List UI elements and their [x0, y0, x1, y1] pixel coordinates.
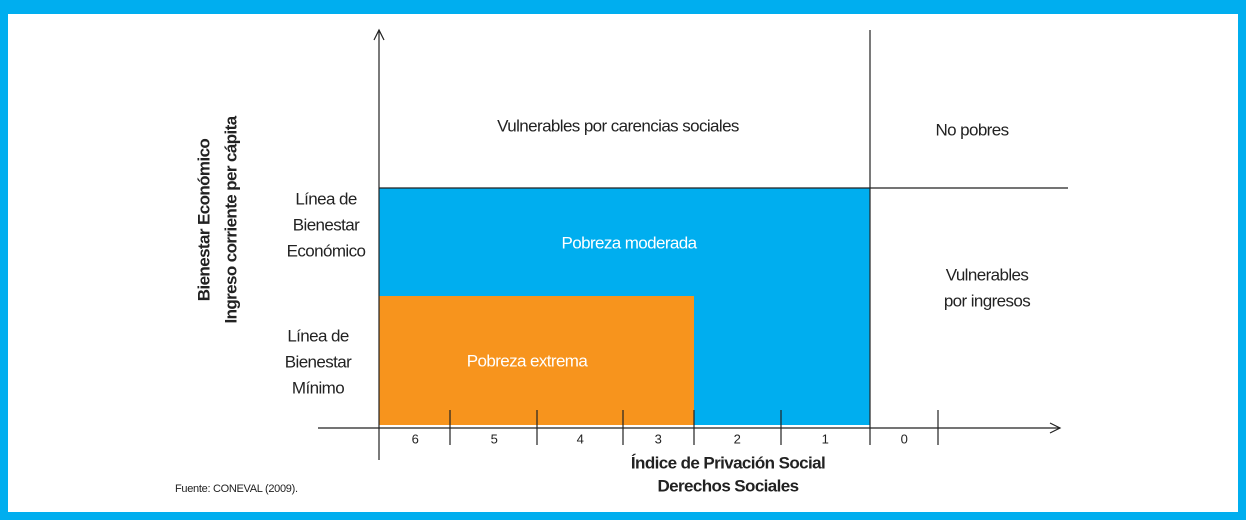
region-label: No pobres — [935, 120, 1008, 139]
x-tick-label: 5 — [491, 431, 498, 446]
line-label: Línea de — [295, 189, 357, 208]
x-tick-label: 4 — [577, 431, 584, 446]
x-tick-label: 2 — [734, 431, 741, 446]
region-label: por ingresos — [944, 291, 1030, 310]
y-axis-title: Ingreso corriente per cápita — [221, 115, 240, 323]
extreme-region — [379, 296, 694, 425]
tick-marks — [449, 410, 939, 445]
region-label: Pobreza extrema — [467, 351, 589, 370]
line-label: Línea de — [287, 326, 349, 345]
x-tick-label: 0 — [901, 431, 908, 446]
region-label: Pobreza moderada — [562, 233, 698, 252]
x-axis-title: Derechos Sociales — [658, 476, 799, 495]
region-label: Vulnerables — [946, 265, 1029, 284]
line-label: Bienestar — [293, 215, 360, 234]
region-label: Vulnerables por carencias sociales — [497, 116, 739, 135]
line-label: Bienestar — [285, 352, 352, 371]
x-tick-label: 1 — [822, 431, 829, 446]
diagram: Vulnerables por carencias sociales No po… — [175, 28, 1068, 495]
x-axis-title: Índice de Privación Social — [631, 453, 825, 472]
y-axis-title: Bienestar Económico — [194, 139, 213, 302]
source: Fuente: CONEVAL (2009). — [175, 483, 298, 495]
line-label: Mínimo — [292, 378, 344, 397]
x-arrow — [1049, 422, 1062, 434]
line-label: Económico — [287, 241, 366, 260]
x-tick-label: 6 — [412, 431, 419, 446]
x-tick-label: 3 — [655, 431, 662, 446]
y-arrow — [373, 28, 385, 41]
